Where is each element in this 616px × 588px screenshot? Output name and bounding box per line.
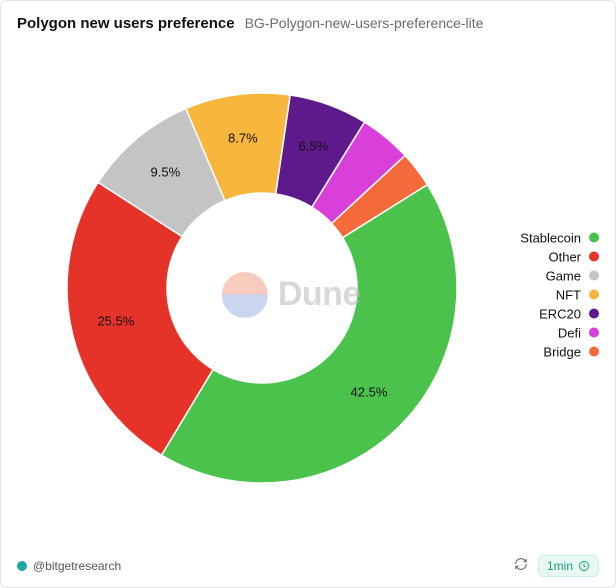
slice-label: 25.5% [97, 313, 134, 328]
legend-label: NFT [556, 287, 581, 302]
legend-item[interactable]: Other [520, 249, 599, 264]
legend-dot-icon [589, 271, 599, 281]
author-link[interactable]: @bitgetresearch [17, 559, 121, 573]
legend-item[interactable]: Game [520, 268, 599, 283]
legend-dot-icon [589, 233, 599, 243]
chart-legend: Stablecoin Other Game NFT ERC20 Defi Bridge [520, 230, 599, 359]
slice-label: 9.5% [151, 165, 181, 180]
slice-label: 42.5% [351, 385, 388, 400]
chart-area: 42.5%25.5%9.5%8.7%6.5% Dune StablecoinOt… [17, 38, 599, 551]
slice-label: 6.5% [299, 139, 329, 154]
chart-subtitle: BG-Polygon-new-users-preference-lite [245, 15, 484, 31]
legend-item[interactable]: Stablecoin [520, 230, 599, 245]
chart-title: Polygon new users preference [17, 15, 235, 32]
legend-dot-icon [589, 309, 599, 319]
legend-item[interactable]: Bridge [520, 344, 599, 359]
legend-dot-icon [589, 252, 599, 262]
legend-dot-icon [589, 347, 599, 357]
author-avatar-icon [17, 561, 27, 571]
legend-dot-icon [589, 290, 599, 300]
legend-item[interactable]: Defi [520, 325, 599, 340]
footer-controls: 1min [514, 555, 599, 577]
legend-dot-icon [589, 328, 599, 338]
legend-label: Defi [558, 325, 581, 340]
legend-label: Game [546, 268, 581, 283]
card-header: Polygon new users preference BG-Polygon-… [17, 15, 599, 32]
query-age-badge[interactable]: 1min [538, 555, 599, 577]
query-age-text: 1min [547, 559, 573, 573]
legend-item[interactable]: ERC20 [520, 306, 599, 321]
legend-label: Other [548, 249, 581, 264]
author-handle: @bitgetresearch [33, 559, 121, 573]
card-footer: @bitgetresearch 1min [17, 555, 599, 577]
legend-label: Bridge [543, 344, 581, 359]
donut-chart: 42.5% 25.5% 9.5% 8.7% 6.5% [17, 38, 507, 538]
chart-card: Polygon new users preference BG-Polygon-… [0, 0, 616, 588]
legend-label: ERC20 [539, 306, 581, 321]
legend-item[interactable]: NFT [520, 287, 599, 302]
legend-label: Stablecoin [520, 230, 581, 245]
slice-label: 8.7% [228, 131, 258, 146]
clock-icon [578, 560, 590, 572]
refresh-icon[interactable] [514, 557, 528, 576]
donut-slice-stablecoin[interactable] [162, 185, 457, 483]
